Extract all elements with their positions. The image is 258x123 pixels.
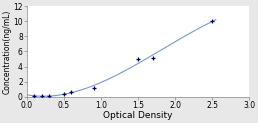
X-axis label: Optical Density: Optical Density (103, 111, 173, 120)
Y-axis label: Concentration(ng/mL): Concentration(ng/mL) (3, 9, 12, 94)
